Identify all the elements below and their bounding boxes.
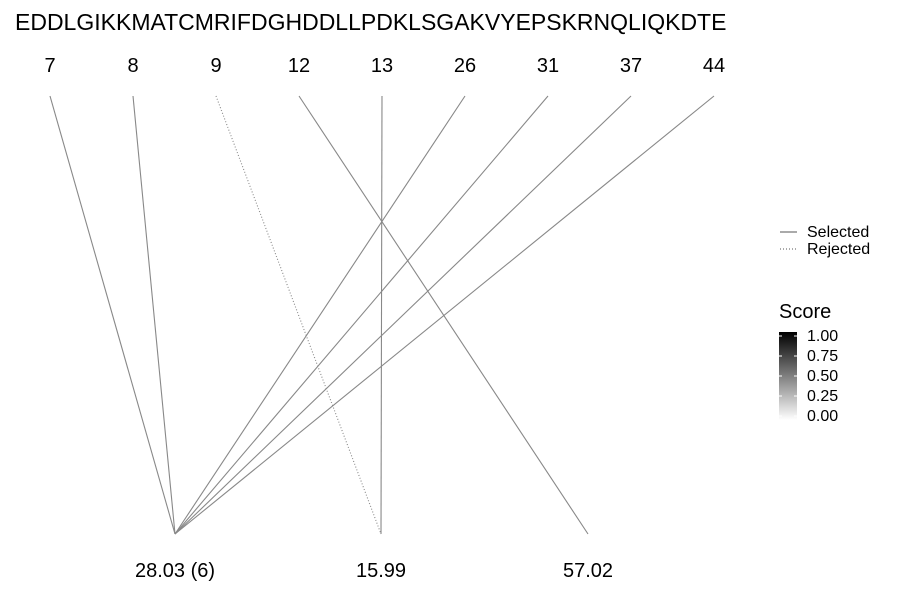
selected-link-line	[174, 95, 632, 535]
position-label: 37	[620, 55, 642, 77]
selected-link-line	[380, 95, 383, 535]
selected-link-line	[298, 95, 589, 535]
position-labels: 7 8 9 12 13 26 31 37 44	[44, 55, 725, 77]
legend-selected-label: Selected	[807, 224, 869, 241]
position-label: 9	[210, 55, 221, 77]
position-label: 12	[288, 55, 310, 77]
selected-link-line	[49, 95, 176, 535]
selected-link-line	[132, 95, 176, 535]
score-tick-label: 0.00	[807, 408, 838, 425]
legend-score: Score 1.00 0.75 0.50 0.25 0.00	[779, 301, 838, 425]
score-colorbar	[779, 332, 797, 420]
position-label: 13	[371, 55, 393, 77]
score-legend-title: Score	[779, 301, 831, 323]
position-label: 8	[127, 55, 138, 77]
score-tick-label: 0.50	[807, 368, 838, 385]
selected-link-line	[174, 95, 466, 535]
score-tick-label: 0.75	[807, 348, 838, 365]
rejected-link-line	[215, 95, 382, 535]
link-lines	[49, 95, 715, 535]
mass-labels: 28.03 (6) 15.99 57.02	[135, 560, 613, 582]
position-label: 7	[44, 55, 55, 77]
legend-rejected-label: Rejected	[807, 241, 870, 258]
score-ticks: 1.00 0.75 0.50 0.25 0.00	[779, 328, 838, 425]
position-label: 44	[703, 55, 725, 77]
position-label: 31	[537, 55, 559, 77]
position-label: 26	[454, 55, 476, 77]
mass-label: 28.03 (6)	[135, 560, 215, 582]
score-tick-label: 0.25	[807, 388, 838, 405]
sequence-text: EDDLGIKKMATCMRIFDGHDDLLPDKLSGAKVYEPSKRNQ…	[15, 9, 726, 35]
selected-link-line	[174, 95, 549, 535]
selected-link-line	[174, 95, 715, 535]
score-tick-label: 1.00	[807, 328, 838, 345]
legend-linetype: Selected Rejected	[780, 224, 870, 258]
mass-label: 57.02	[563, 560, 613, 582]
mass-label: 15.99	[356, 560, 406, 582]
